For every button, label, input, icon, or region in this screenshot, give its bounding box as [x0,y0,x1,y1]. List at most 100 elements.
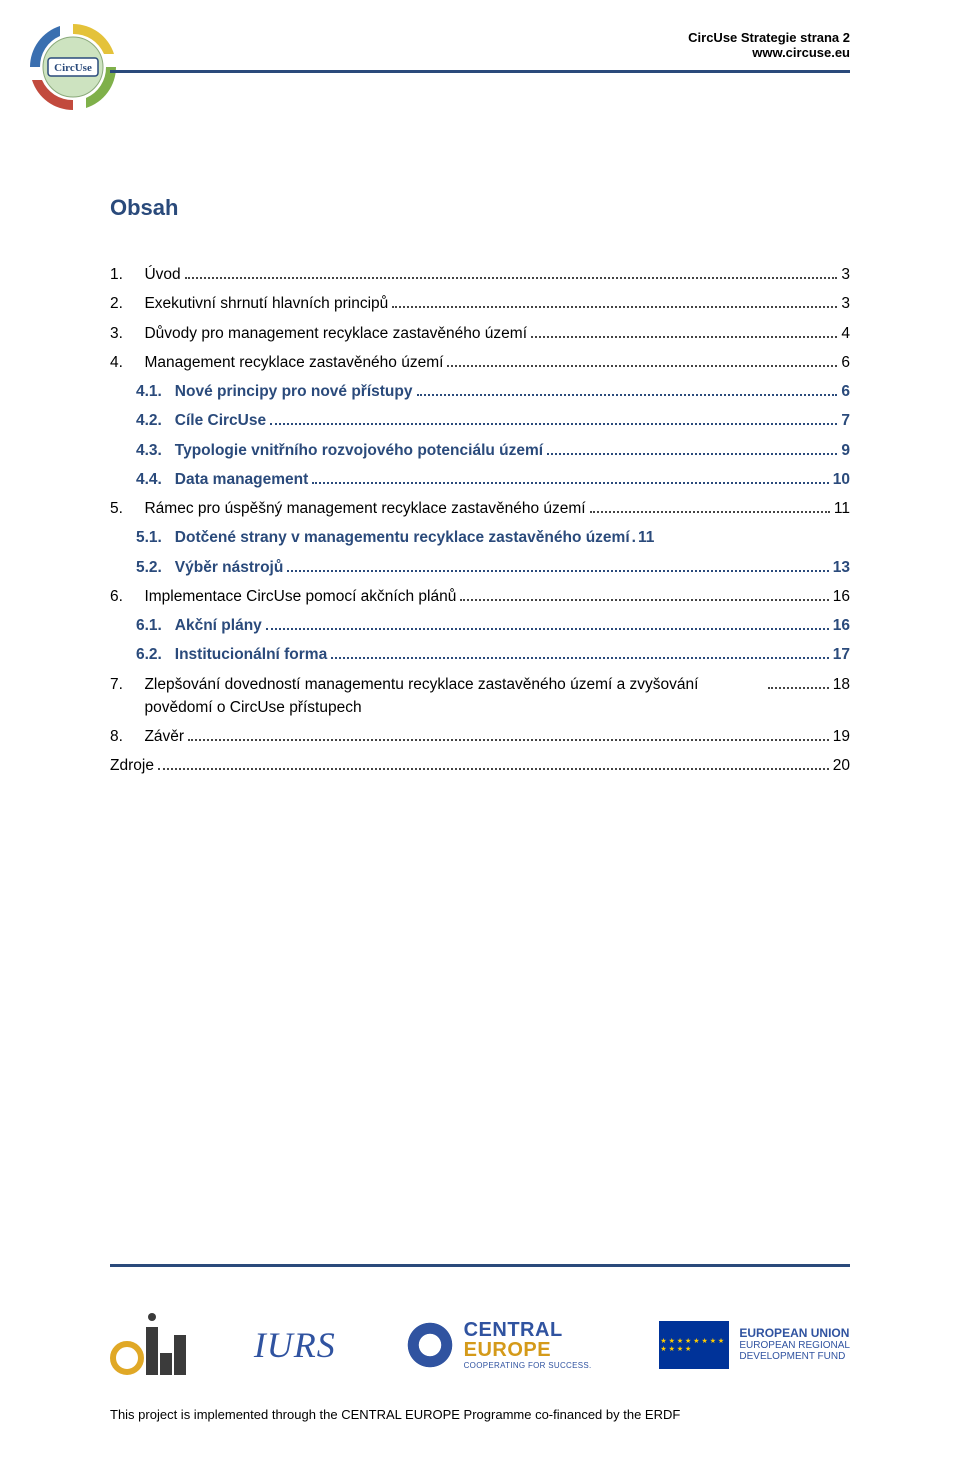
toc-entry: 6.1. Akční plány 16 [110,614,850,637]
toc-label: Cíle CircUse [175,409,266,432]
toc-leader-dots [531,325,837,337]
toc-entry: 8. Závěr 19 [110,725,850,748]
toc-entry: 1. Úvod 3 [110,263,850,286]
table-of-contents: 1. Úvod32. Exekutivní shrnutí hlavních p… [110,263,850,778]
toc-number: 4.3. [136,439,175,462]
toc-number: 4.2. [136,409,175,432]
toc-label: Výběr nástrojů [175,556,284,579]
toc-page: 4 [841,322,850,345]
toc-page: 13 [833,556,850,579]
toc-page: 11 [834,497,850,520]
toc-number: 4. [110,351,144,374]
toc-number: 4.4. [136,468,175,491]
toc-leader-dots [266,618,829,630]
toc-label: Zlepšování dovedností managementu recykl… [144,673,764,720]
toc-number: 8. [110,725,144,748]
toc-leader-dots [312,471,828,483]
header-rule [110,70,850,73]
header-line1: CircUse Strategie strana 2 [688,30,850,45]
difu-logo [110,1315,186,1375]
toc-leader-dots [590,501,830,513]
toc-number: 6.2. [136,643,175,666]
toc-label: Management recyklace zastavěného území [144,351,443,374]
page-header: CircUse CircUse Strategie strana 2 www.c… [110,30,850,122]
toc-leader-dots [417,384,838,396]
toc-entry: 4.4. Data management10 [110,468,850,491]
toc-page: 10 [833,468,850,491]
footer-logos: IURS CENTRAL EUROPE COOPERATING FOR SUCC… [110,1297,850,1392]
eu-logo: EUROPEAN UNION EUROPEAN REGIONAL DEVELOP… [659,1321,850,1369]
toc-leader-dots [547,442,837,454]
toc-number: 3. [110,322,144,345]
toc-label: Důvody pro management recyklace zastavěn… [144,322,527,345]
toc-page: 3 [841,263,850,286]
toc-number: 2. [110,292,144,315]
toc-leader-dots [447,354,837,366]
toc-label: Akční plány [175,614,262,637]
toc-leader-dots [287,559,828,571]
toc-leader-dots [460,588,828,600]
toc-leader-dots [392,296,837,308]
toc-label: Dotčené strany v managementu recyklace z… [175,526,630,549]
toc-page: 20 [833,754,850,777]
toc-label: Závěr [144,725,184,748]
toc-label: Nové principy pro nové přístupy [175,380,413,403]
toc-label: Zdroje [110,754,154,777]
toc-page: 7 [841,409,850,432]
content-area: Obsah 1. Úvod32. Exekutivní shrnutí hlav… [110,195,850,784]
toc-page: 19 [833,725,850,748]
eu-l3: DEVELOPMENT FUND [739,1351,850,1362]
toc-label: Institucionální forma [175,643,327,666]
central-europe-logo: CENTRAL EUROPE COOPERATING FOR SUCCESS. [404,1319,592,1371]
page-title: Obsah [110,195,850,221]
toc-entry: 4. Management recyklace zastavěného územ… [110,351,850,374]
toc-entry: Zdroje 20 [110,754,850,777]
toc-number: 5.2. [136,556,175,579]
page: CircUse CircUse Strategie strana 2 www.c… [0,0,960,1457]
toc-entry: 4.2. Cíle CircUse 7 [110,409,850,432]
header-line2: www.circuse.eu [688,45,850,60]
toc-label: Rámec pro úspěšný management recyklace z… [144,497,585,520]
toc-number: 6.1. [136,614,175,637]
toc-entry: 5. Rámec pro úspěšný management recyklac… [110,497,850,520]
footer-note: This project is implemented through the … [110,1407,850,1422]
central-l2: EUROPE [464,1340,592,1360]
iurs-logo: IURS [254,1324,336,1366]
toc-leader-dots [270,413,837,425]
toc-entry: 5.1. Dotčené strany v managementu recykl… [110,526,850,549]
toc-label: Úvod [144,263,180,286]
central-l1: CENTRAL [464,1320,592,1340]
eu-flag-icon [659,1321,729,1369]
toc-leader-dots [188,729,829,741]
toc-page: 16 [833,614,850,637]
toc-entry: 7. Zlepšování dovedností managementu rec… [110,673,850,720]
toc-leader-dots [768,676,828,688]
toc-entry: 2. Exekutivní shrnutí hlavních principů 3 [110,292,850,315]
toc-number: 6. [110,585,144,608]
header-meta: CircUse Strategie strana 2 www.circuse.e… [688,30,850,60]
eu-l2: EUROPEAN REGIONAL [739,1340,850,1351]
toc-leader-dots [158,758,829,770]
toc-entry: 5.2. Výběr nástrojů 13 [110,556,850,579]
circuse-logo-text: CircUse [54,62,92,74]
toc-page: 16 [833,585,850,608]
toc-number: 7. [110,673,144,696]
eu-l1: EUROPEAN UNION [739,1327,850,1340]
stars-circle-icon [404,1319,456,1371]
toc-entry: 6.2. Institucionální forma17 [110,643,850,666]
recycle-arrows-icon: CircUse [18,12,128,122]
toc-page: 6 [841,380,850,403]
toc-entry: 4.3. Typologie vnitřního rozvojového pot… [110,439,850,462]
toc-label: Typologie vnitřního rozvojového potenciá… [175,439,543,462]
toc-label: Exekutivní shrnutí hlavních principů [144,292,388,315]
toc-entry: 4.1. Nové principy pro nové přístupy6 [110,380,850,403]
central-l3: COOPERATING FOR SUCCESS. [464,1362,592,1370]
toc-page: 3 [841,292,850,315]
toc-label: Implementace CircUse pomocí akčních plán… [144,585,456,608]
toc-number: 1. [110,263,144,286]
toc-page: 9 [841,439,850,462]
toc-number: 5. [110,497,144,520]
toc-page: 18 [833,673,850,696]
toc-number: 5.1. [136,526,175,549]
toc-page: 11 [638,526,654,549]
